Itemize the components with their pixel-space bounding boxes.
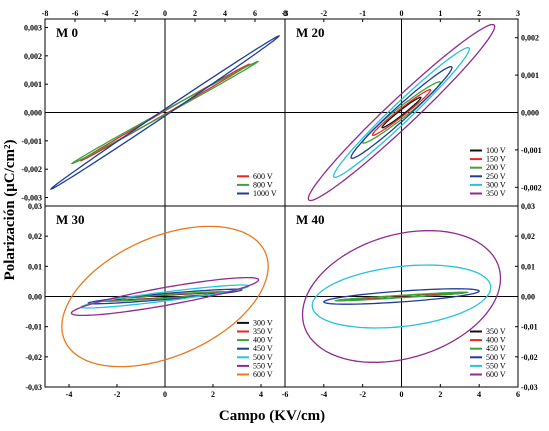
x-tick-label: -4 — [320, 390, 327, 399]
y-tick-label: 0,000 — [24, 109, 42, 118]
y-tick-label: -0,03 — [25, 383, 42, 392]
y-tick-label: 0,003 — [24, 24, 42, 33]
x-tick-label: -4 — [102, 9, 109, 18]
y-tick-label: -0,01 — [25, 323, 42, 332]
legend-entry: 600 V — [486, 370, 506, 379]
legend-entry: 400 V — [486, 336, 506, 345]
loop-600v — [61, 225, 269, 368]
panel-title: M 40 — [296, 212, 325, 227]
x-tick-label: 2 — [193, 9, 197, 18]
y-tick-label: -0,002 — [21, 165, 42, 174]
legend-entry: 450 V — [253, 344, 273, 353]
x-tick-label: -8 — [42, 9, 49, 18]
loop-350v — [307, 23, 496, 202]
legend-entry: 150 V — [486, 155, 506, 164]
x-tick-label: 0 — [163, 9, 167, 18]
y-tick-label: 0,03 — [521, 202, 535, 211]
legend-entry: 350 V — [486, 189, 506, 198]
panel-title: M 20 — [296, 25, 325, 40]
panel-top-right: -3 -2 -1 0 1 2 3 -0,002 -0,001 0,000 0,001 0,002 M 2… — [282, 9, 542, 207]
x-tick-label: 8 — [283, 9, 287, 18]
loop-150v — [371, 88, 432, 137]
panel-bottom-left: -4 -2 0 2 4 -0,03 -0,02 -0,01 0,00 0,01 0,02 0,03 M … — [25, 202, 286, 399]
legend-entry: 100 V — [486, 146, 506, 155]
legend-entry: 400 V — [253, 336, 273, 345]
x-tick-label: 2 — [438, 390, 442, 399]
y-tick-label: 0,00 — [521, 293, 535, 302]
x-tick-label: -2 — [114, 390, 121, 399]
legend-entry: 300 V — [486, 180, 506, 189]
y-tick-label: -0,02 — [25, 353, 42, 362]
loop-550v — [70, 276, 260, 317]
legend-entry: 250 V — [486, 172, 506, 181]
y-tick-label: 0,01 — [28, 262, 42, 271]
y-tick-label: -0,02 — [521, 353, 538, 362]
legend-entry: 350 V — [486, 327, 506, 336]
x-tick-label: 0 — [400, 9, 404, 18]
legend-entry: 350 V — [253, 327, 273, 336]
loop-1000v — [49, 35, 281, 190]
x-tick-label: 2 — [211, 390, 215, 399]
x-tick-label: 2 — [477, 9, 481, 18]
panel-title: M 0 — [56, 25, 78, 40]
panel-top-left: -8 -6 -4 -2 0 2 4 6 8 -0,003 -0,002 -0,001 0,000 0,00… — [21, 9, 287, 207]
y-tick-label: 0,002 — [24, 52, 42, 61]
x-tick-label: -4 — [66, 390, 73, 399]
x-tick-label: 6 — [253, 9, 257, 18]
y-tick-label: -0,001 — [521, 146, 542, 155]
y-tick-label: 0,03 — [28, 202, 42, 211]
legend-entry: 300 V — [253, 318, 273, 327]
legend-entry: 600 V — [253, 172, 273, 181]
x-tick-label: 4 — [223, 9, 227, 18]
y-tick-label: -0,01 — [521, 323, 538, 332]
y-tick-label: -0,003 — [21, 194, 42, 203]
x-tick-label: 3 — [516, 9, 520, 18]
y-axis-title: Polarización (μC/cm²) — [2, 140, 18, 281]
x-tick-label: 0 — [163, 390, 167, 399]
x-tick-label: 4 — [259, 390, 263, 399]
loop-550v — [311, 264, 492, 329]
legend-entry: 600 V — [253, 370, 273, 379]
panel-title: M 30 — [56, 212, 85, 227]
x-tick-label: -2 — [320, 9, 327, 18]
x-tick-label: 0 — [400, 390, 404, 399]
x-tick-label: -6 — [72, 9, 79, 18]
legend-entry: 1000 V — [253, 189, 277, 198]
y-tick-label: 0,02 — [521, 232, 535, 241]
y-tick-label: 0,00 — [28, 293, 42, 302]
legend-entry: 450 V — [486, 344, 506, 353]
y-tick-label: 0,001 — [521, 71, 539, 80]
loop-500v — [322, 288, 481, 305]
y-tick-label: 0,01 — [521, 262, 535, 271]
legend-entry: 200 V — [486, 163, 506, 172]
legend-entry: 800 V — [253, 180, 273, 189]
loop-450v — [334, 291, 469, 302]
x-tick-label: -2 — [359, 390, 366, 399]
x-tick-label: -6 — [282, 390, 289, 399]
x-tick-label: 6 — [516, 390, 520, 399]
legend-entry: 550 V — [486, 361, 506, 370]
legend-entry: 550 V — [253, 361, 273, 370]
y-tick-label: -0,001 — [21, 137, 42, 146]
x-tick-label: -1 — [359, 9, 366, 18]
legend-entry: 500 V — [253, 353, 273, 362]
x-tick-label: 4 — [477, 390, 481, 399]
y-tick-label: 0,000 — [521, 109, 539, 118]
loop-600v — [301, 230, 502, 363]
x-tick-label: -3 — [282, 9, 289, 18]
y-tick-label: -0,002 — [521, 183, 542, 192]
panel-bottom-right: -6 -4 -2 0 2 4 6-0,03 -0,02 -0,01 0,00 0,01 0,02 0,0… — [282, 202, 538, 399]
loop-250v — [350, 66, 453, 159]
y-tick-label: 0,002 — [521, 34, 539, 43]
loop-100v — [381, 96, 422, 129]
y-tick-label: -0,03 — [521, 383, 538, 392]
x-tick-label: 1 — [438, 9, 442, 18]
y-tick-label: 0,02 — [28, 232, 42, 241]
y-tick-label: 0,001 — [24, 80, 42, 89]
loop-300v — [332, 46, 471, 179]
legend-entry: 500 V — [486, 353, 506, 362]
x-tick-label: -2 — [132, 9, 139, 18]
x-axis-title: Campo (KV/cm) — [219, 408, 325, 424]
